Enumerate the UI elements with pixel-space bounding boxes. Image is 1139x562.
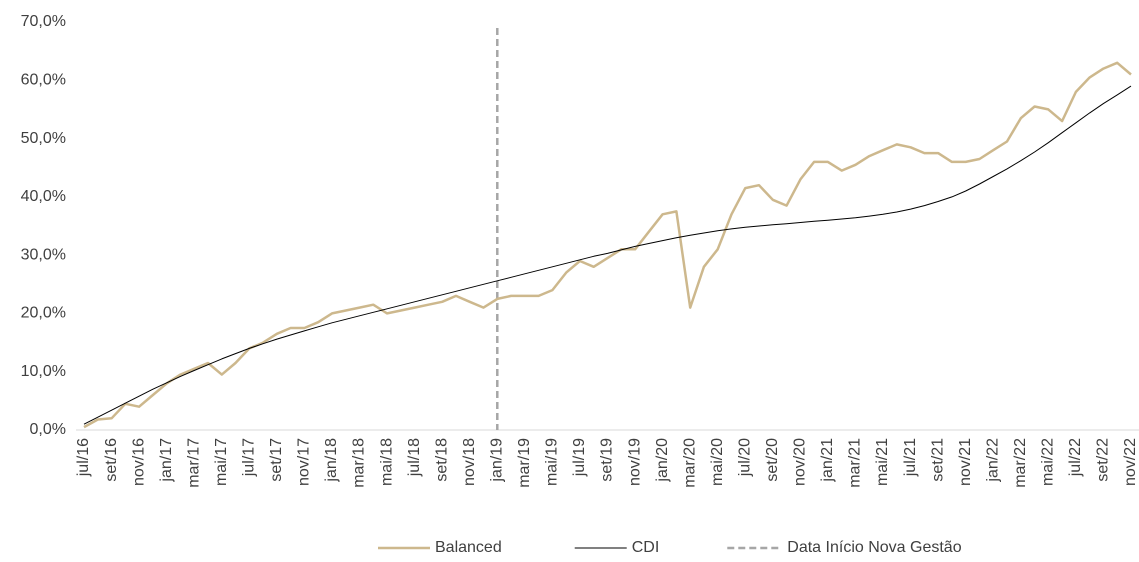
legend-label: Balanced xyxy=(435,539,502,556)
x-tick-label: nov/21 xyxy=(957,438,974,486)
y-tick-label: 0,0% xyxy=(30,421,66,438)
y-tick-label: 70,0% xyxy=(21,13,66,30)
x-tick-label: mai/21 xyxy=(874,438,891,486)
series-line xyxy=(83,61,1132,429)
x-tick-label: mai/20 xyxy=(709,438,726,486)
x-tick-label: set/17 xyxy=(268,438,285,482)
x-tick-label: jan/20 xyxy=(654,438,671,483)
y-tick-label: 50,0% xyxy=(21,130,66,147)
x-tick-label: set/19 xyxy=(599,438,616,482)
x-tick-label: jul/19 xyxy=(571,438,588,477)
x-tick-label: jan/22 xyxy=(984,438,1001,483)
y-tick-label: 40,0% xyxy=(21,188,66,205)
x-tick-label: jul/18 xyxy=(406,438,423,477)
x-tick-label: mar/22 xyxy=(1012,438,1029,488)
x-tick-label: jan/18 xyxy=(323,438,340,483)
y-tick-label: 30,0% xyxy=(21,246,66,263)
x-tick-label: set/21 xyxy=(929,438,946,482)
x-tick-label: jan/21 xyxy=(819,438,836,483)
x-tick-label: jul/17 xyxy=(241,438,258,477)
x-tick-label: nov/22 xyxy=(1122,438,1139,486)
x-tick-label: nov/17 xyxy=(296,438,313,486)
x-tick-label: mar/19 xyxy=(516,438,533,488)
x-tick-label: mai/22 xyxy=(1040,438,1057,486)
x-tick-label: set/18 xyxy=(433,438,450,482)
y-tick-label: 60,0% xyxy=(21,72,66,89)
x-tick-label: jan/17 xyxy=(158,438,175,483)
x-tick-label: nov/18 xyxy=(461,438,478,486)
x-tick-label: jul/20 xyxy=(736,438,753,477)
x-tick-label: jan/19 xyxy=(489,438,506,483)
x-tick-label: mai/19 xyxy=(544,438,561,486)
x-tick-label: set/22 xyxy=(1095,438,1112,482)
x-tick-label: jul/16 xyxy=(75,438,92,477)
x-tick-label: jul/21 xyxy=(902,438,919,477)
x-tick-label: nov/20 xyxy=(792,438,809,486)
x-tick-label: nov/19 xyxy=(626,438,643,486)
x-tick-label: mai/17 xyxy=(213,438,230,486)
x-tick-label: set/16 xyxy=(103,438,120,482)
x-tick-label: jul/22 xyxy=(1067,438,1084,477)
legend-label: CDI xyxy=(632,539,660,556)
x-tick-label: mar/20 xyxy=(681,438,698,488)
legend-label: Data Início Nova Gestão xyxy=(787,539,961,556)
y-tick-label: 10,0% xyxy=(21,363,66,380)
x-tick-label: nov/16 xyxy=(130,438,147,486)
x-tick-label: mar/21 xyxy=(847,438,864,488)
series-line xyxy=(83,85,1132,425)
y-tick-label: 20,0% xyxy=(21,305,66,322)
x-tick-label: mar/18 xyxy=(351,438,368,488)
x-tick-label: mar/17 xyxy=(185,438,202,488)
x-tick-label: set/20 xyxy=(764,438,781,482)
x-tick-label: mai/18 xyxy=(378,438,395,486)
